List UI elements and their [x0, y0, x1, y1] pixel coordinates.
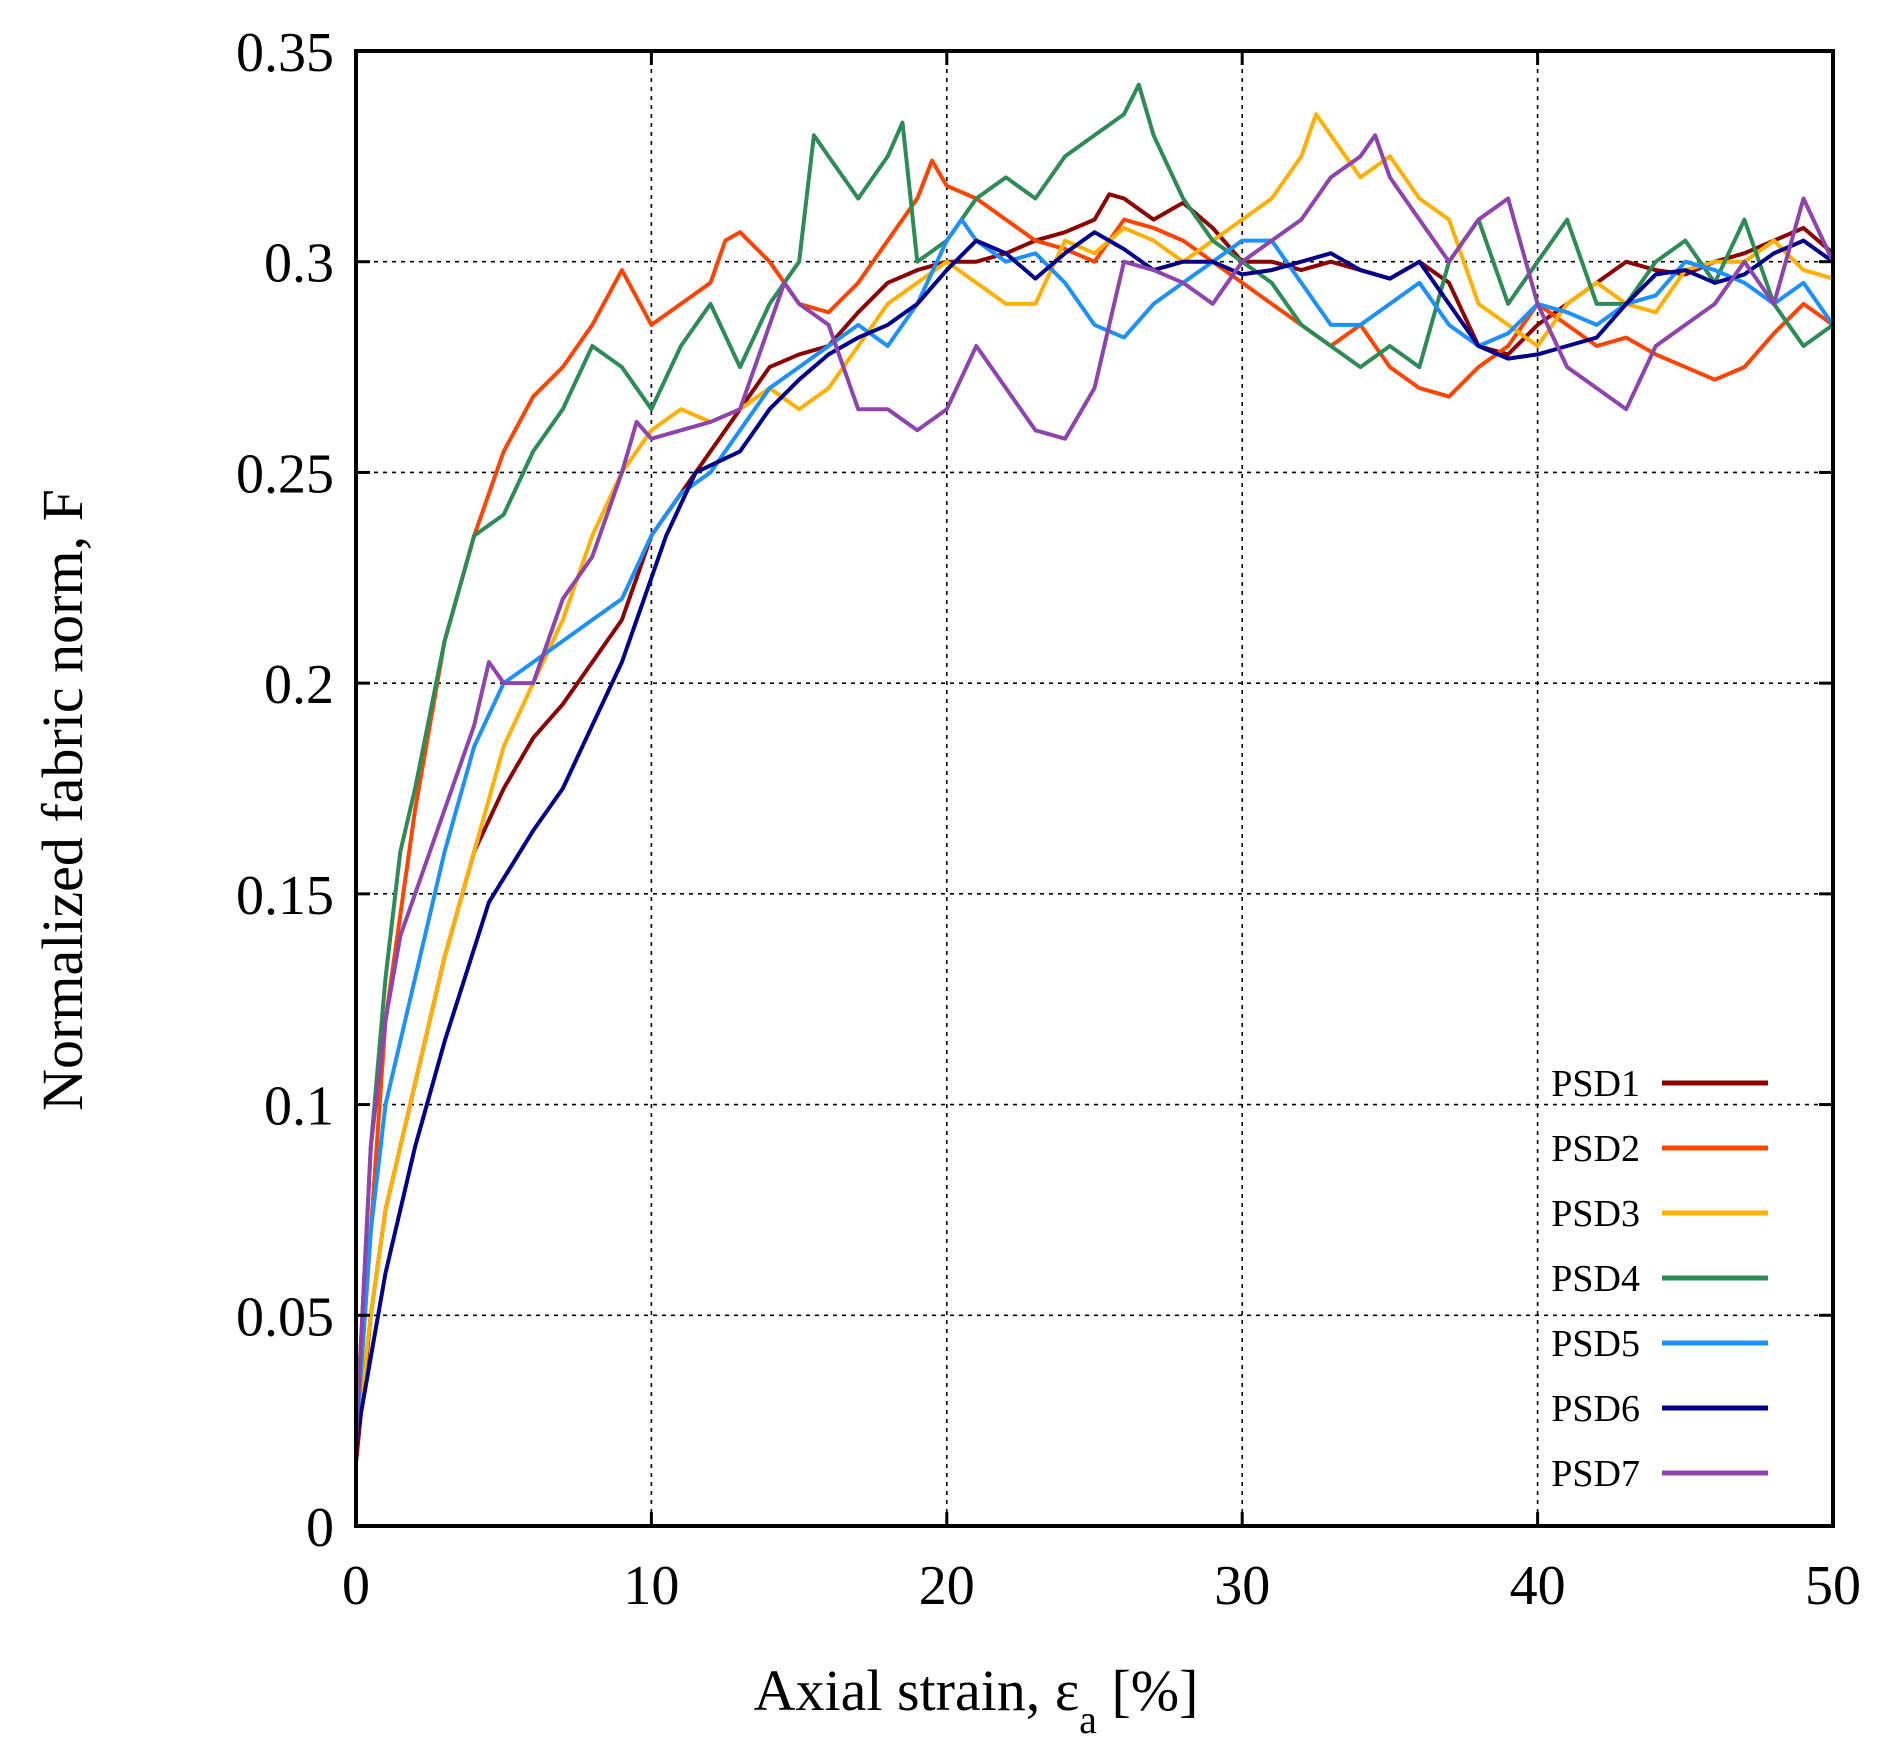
series-line-psd5 — [354, 217, 1835, 1444]
x-tick-label: 30 — [1214, 1555, 1270, 1617]
series-layer — [354, 82, 1835, 1465]
x-axis-title-main: Axial strain, — [754, 1658, 1055, 1723]
y-tick-label: 0.25 — [236, 443, 334, 505]
x-tick-label: 50 — [1805, 1555, 1861, 1617]
legend-label-psd5: PSD5 — [1551, 1323, 1640, 1365]
series-line-psd2 — [354, 158, 1835, 1444]
y-tick-label: 0.1 — [264, 1076, 334, 1138]
y-axis-title: Normalized fabric norm, F — [30, 489, 95, 1111]
series-line-psd3 — [354, 112, 1835, 1444]
series-line-psd7 — [354, 133, 1835, 1444]
legend-layer: PSD1 PSD2 PSD3 PSD4 PSD5 PSD6 PSD7 — [1551, 1063, 1768, 1495]
x-axis-title-subscript: a — [1079, 1697, 1097, 1742]
plot-frame — [354, 49, 1835, 1528]
series-line-psd6 — [354, 230, 1835, 1444]
x-axis-title: Axial strain, εa [%] — [754, 1658, 1199, 1742]
legend-label-psd2: PSD2 — [1551, 1128, 1640, 1170]
x-tick-label: 10 — [623, 1555, 679, 1617]
y-tick-label: 0.15 — [236, 865, 334, 927]
x-axis-title-unit: [%] — [1097, 1658, 1198, 1723]
x-tick-label: 20 — [919, 1555, 975, 1617]
legend-label-psd6: PSD6 — [1551, 1388, 1640, 1430]
y-tick-label: 0.2 — [264, 654, 334, 716]
y-tick-label: 0.35 — [236, 22, 334, 84]
x-axis-title-symbol: ε — [1055, 1658, 1079, 1723]
tick-layer: 0 0.05 0.1 0.15 0.2 0.25 0.3 0.35 0 10 20 30 40 50 — [236, 22, 1861, 1617]
y-tick-label: 0 — [306, 1497, 334, 1559]
legend-label-psd7: PSD7 — [1551, 1453, 1640, 1495]
legend-label-psd3: PSD3 — [1551, 1193, 1640, 1235]
y-tick-label: 0.05 — [236, 1286, 334, 1348]
legend-label-psd4: PSD4 — [1551, 1258, 1640, 1300]
x-tick-label: 0 — [342, 1555, 370, 1617]
series-line-psd4 — [354, 82, 1835, 1444]
x-tick-label: 40 — [1510, 1555, 1566, 1617]
legend-label-psd1: PSD1 — [1551, 1063, 1640, 1105]
y-tick-label: 0.3 — [264, 233, 334, 295]
